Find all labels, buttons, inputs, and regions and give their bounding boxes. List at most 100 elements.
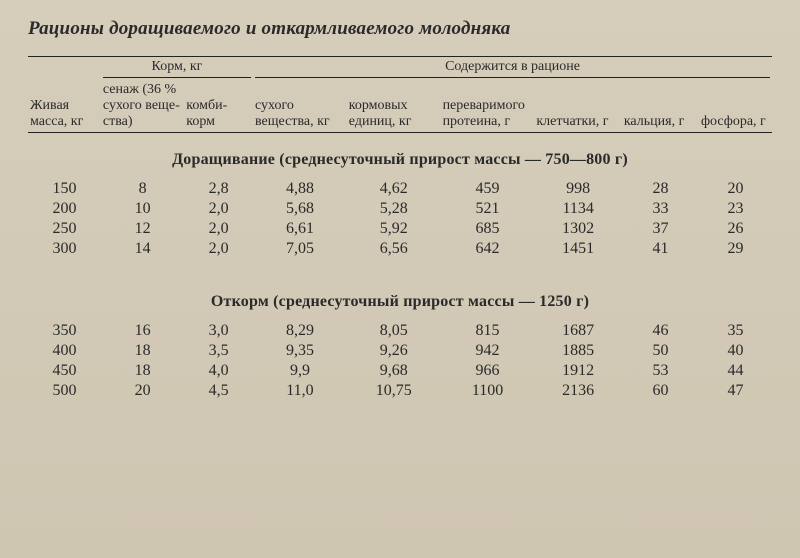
cell: 2,0	[184, 199, 253, 219]
cell: 16	[101, 321, 184, 341]
page-title: Рационы доращиваемого и откармливаемого …	[28, 18, 772, 40]
cell: 18	[101, 361, 184, 381]
cell: 4,88	[253, 179, 347, 199]
cell: 9,9	[253, 361, 347, 381]
cell: 23	[699, 199, 772, 219]
cell: 1687	[534, 321, 622, 341]
cell: 40	[699, 341, 772, 361]
cell: 33	[622, 199, 699, 219]
cell: 41	[622, 239, 699, 259]
cell: 3,0	[184, 321, 253, 341]
page: Рационы доращиваемого и откармливаемого …	[0, 0, 800, 558]
cell: 10,75	[347, 381, 441, 401]
cell: 46	[622, 321, 699, 341]
cell: 4,5	[184, 381, 253, 401]
col-fiber: клетчат­ки, г	[534, 80, 622, 132]
table-row: 400183,59,359,2694218855040	[28, 341, 772, 361]
table-row: 450184,09,99,6896619125344	[28, 361, 772, 381]
group-ration-label: Содержится в рационе	[445, 59, 580, 74]
cell: 685	[441, 219, 535, 239]
col-protein: перевари­мого про­теина, г	[441, 80, 535, 132]
cell: 450	[28, 361, 101, 381]
section-2-title: Откорм (среднесуточный прирост массы — 1…	[28, 293, 772, 311]
data-table-2: 350163,08,298,0581516874635400183,59,359…	[28, 321, 772, 401]
cell: 1912	[534, 361, 622, 381]
cell: 5,92	[347, 219, 441, 239]
cell: 998	[534, 179, 622, 199]
cell: 4,62	[347, 179, 441, 199]
table-row: 350163,08,298,0581516874635	[28, 321, 772, 341]
cell: 2,0	[184, 219, 253, 239]
cell: 5,68	[253, 199, 347, 219]
cell: 1302	[534, 219, 622, 239]
cell: 8,05	[347, 321, 441, 341]
col-mass: Живая масса, кг	[28, 80, 101, 132]
group-ration: Содержится в рационе	[253, 57, 772, 80]
header-table: Корм, кг Содержится в рационе Живая масс…	[28, 57, 772, 132]
cell: 12	[101, 219, 184, 239]
cell: 150	[28, 179, 101, 199]
cell: 37	[622, 219, 699, 239]
cell: 2,8	[184, 179, 253, 199]
cell: 8	[101, 179, 184, 199]
cell: 815	[441, 321, 535, 341]
col-ca: каль­ция, г	[622, 80, 699, 132]
section-1-title: Доращивание (среднесуточный прирост масс…	[28, 151, 772, 169]
cell: 1134	[534, 199, 622, 219]
cell: 642	[441, 239, 535, 259]
data-table-1: 15082,84,884,624599982820200102,05,685,2…	[28, 179, 772, 259]
group-feed-label: Корм, кг	[152, 59, 203, 74]
cell: 9,35	[253, 341, 347, 361]
cell: 10	[101, 199, 184, 219]
col-p: фос­фора, г	[699, 80, 772, 132]
group-feed: Корм, кг	[101, 57, 253, 80]
cell: 1100	[441, 381, 535, 401]
cell: 7,05	[253, 239, 347, 259]
cell: 20	[101, 381, 184, 401]
cell: 942	[441, 341, 535, 361]
cell: 500	[28, 381, 101, 401]
cell: 350	[28, 321, 101, 341]
cell: 2,0	[184, 239, 253, 259]
cell: 2136	[534, 381, 622, 401]
cell: 1451	[534, 239, 622, 259]
cell: 44	[699, 361, 772, 381]
cell: 20	[699, 179, 772, 199]
cell: 6,56	[347, 239, 441, 259]
col-senazh: сенаж (36 % сухого веще­ства)	[101, 80, 184, 132]
cell: 200	[28, 199, 101, 219]
col-units: кормовых единиц, кг	[347, 80, 441, 132]
cell: 1885	[534, 341, 622, 361]
cell: 3,5	[184, 341, 253, 361]
table-row: 200102,05,685,2852111343323	[28, 199, 772, 219]
cell: 6,61	[253, 219, 347, 239]
cell: 11,0	[253, 381, 347, 401]
cell: 459	[441, 179, 535, 199]
cell: 29	[699, 239, 772, 259]
cell: 60	[622, 381, 699, 401]
cell: 14	[101, 239, 184, 259]
cell: 50	[622, 341, 699, 361]
cell: 9,68	[347, 361, 441, 381]
header-row: Живая масса, кг сенаж (36 % сухого веще­…	[28, 80, 772, 132]
cell: 35	[699, 321, 772, 341]
cell: 400	[28, 341, 101, 361]
table-row: 15082,84,884,624599982820	[28, 179, 772, 199]
cell: 28	[622, 179, 699, 199]
cell: 4,0	[184, 361, 253, 381]
cell: 9,26	[347, 341, 441, 361]
cell: 18	[101, 341, 184, 361]
cell: 53	[622, 361, 699, 381]
table-row: 250122,06,615,9268513023726	[28, 219, 772, 239]
cell: 8,29	[253, 321, 347, 341]
cell: 250	[28, 219, 101, 239]
col-kombi: ком­би­корм	[184, 80, 253, 132]
cell: 26	[699, 219, 772, 239]
table-row: 300142,07,056,5664214514129	[28, 239, 772, 259]
rule-under-header	[28, 132, 772, 133]
table-row: 500204,511,010,75110021366047	[28, 381, 772, 401]
col-dry: сухого вещества, кг	[253, 80, 347, 132]
cell: 5,28	[347, 199, 441, 219]
cell: 521	[441, 199, 535, 219]
cell: 300	[28, 239, 101, 259]
